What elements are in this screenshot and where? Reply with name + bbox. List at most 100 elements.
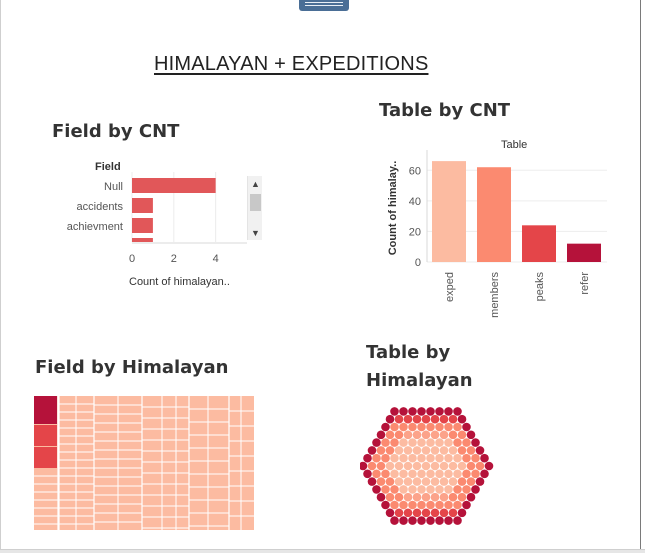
bubble xyxy=(426,407,435,416)
field-by-himalayan-treemap[interactable] xyxy=(34,396,254,530)
x-tick-label: 0 xyxy=(129,253,135,265)
bubble xyxy=(426,516,435,525)
bubble xyxy=(399,485,408,494)
bubble xyxy=(457,446,467,455)
bubble xyxy=(417,516,426,525)
bubble xyxy=(444,438,453,447)
scrollbar-thumb[interactable] xyxy=(250,194,261,211)
bubble xyxy=(394,508,404,518)
bubble xyxy=(403,414,413,424)
field-by-cnt-chart[interactable]: Null accidents achievment 0 2 4 xyxy=(40,172,265,292)
table-by-himalayan-bubbles[interactable] xyxy=(360,398,500,538)
bubble xyxy=(453,438,462,447)
bubble xyxy=(376,492,386,502)
bubble xyxy=(457,461,467,471)
table-by-cnt-chart[interactable]: 0 20 40 60 exped members peaks refer xyxy=(395,150,615,330)
bubble xyxy=(462,469,471,479)
bubble xyxy=(394,477,404,486)
bubble xyxy=(430,414,440,424)
scroll-up-icon[interactable]: ▲ xyxy=(251,179,260,189)
bubble xyxy=(435,516,444,525)
bubble xyxy=(471,453,480,463)
bubble xyxy=(462,438,471,447)
bubble xyxy=(448,477,458,486)
bubble xyxy=(360,461,368,471)
panel-drag-handle[interactable] xyxy=(299,0,349,11)
bubble xyxy=(444,500,453,510)
bubble xyxy=(390,469,399,479)
bubble xyxy=(399,500,408,510)
bubble xyxy=(367,446,377,455)
field-list-scrollbar[interactable]: ▲ ▼ xyxy=(247,176,262,240)
bubble xyxy=(412,508,422,518)
scroll-down-icon[interactable]: ▼ xyxy=(251,228,260,238)
bubble xyxy=(444,453,453,463)
bubble xyxy=(457,477,467,486)
bubble xyxy=(444,407,453,416)
category-label: exped xyxy=(444,272,456,302)
bubble xyxy=(444,485,453,494)
bubble xyxy=(381,485,390,494)
bubble xyxy=(385,492,395,502)
bubble xyxy=(399,469,408,479)
bubble xyxy=(403,508,413,518)
bubble xyxy=(376,446,386,455)
dashboard-title: HIMALAYAN + EXPEDITIONS xyxy=(154,53,429,75)
bar-refer xyxy=(567,243,601,262)
bubble xyxy=(394,430,404,440)
bubble xyxy=(376,477,386,486)
field-row-header: Field xyxy=(95,161,121,173)
bubble xyxy=(399,422,408,432)
bubble xyxy=(403,446,413,455)
bubble xyxy=(408,438,417,447)
bubble xyxy=(385,414,395,424)
bubble xyxy=(453,422,462,432)
bubble xyxy=(399,438,408,447)
bubble xyxy=(376,430,386,440)
bubble xyxy=(475,446,485,455)
y-tick-label: 40 xyxy=(409,196,421,208)
bubble xyxy=(448,492,458,502)
category-label: refer xyxy=(579,272,591,295)
bubble xyxy=(408,516,417,525)
bubble xyxy=(417,438,426,447)
bar-members xyxy=(477,167,511,262)
bubble xyxy=(394,461,404,471)
bubble xyxy=(363,469,372,479)
bubble xyxy=(430,492,440,502)
bubble xyxy=(457,430,467,440)
bubble xyxy=(448,461,458,471)
bubble xyxy=(394,492,404,502)
bubble xyxy=(390,500,399,510)
bubble xyxy=(426,438,435,447)
bubble xyxy=(381,453,390,463)
bubble xyxy=(376,461,386,471)
bubble xyxy=(385,430,395,440)
bubble xyxy=(426,469,435,479)
frame-right-border xyxy=(640,0,641,553)
bubble xyxy=(448,446,458,455)
bubble xyxy=(444,422,453,432)
x-tick-label: 2 xyxy=(171,253,177,265)
bubble xyxy=(399,453,408,463)
bubble xyxy=(457,492,467,502)
bubble xyxy=(412,492,422,502)
bubble xyxy=(435,422,444,432)
y-tick-label: 60 xyxy=(409,165,421,177)
bubble xyxy=(435,453,444,463)
bubble xyxy=(457,414,467,424)
bubble xyxy=(408,422,417,432)
bubble xyxy=(403,492,413,502)
x-tick-label: 4 xyxy=(213,253,219,265)
bubble xyxy=(367,461,377,471)
treemap-cell xyxy=(34,447,57,468)
bubble xyxy=(466,492,476,502)
sheet-title-table-by-cnt: Table by CNT xyxy=(379,100,511,121)
bubble xyxy=(421,508,431,518)
bubble xyxy=(412,461,422,471)
sheet-title-field-by-cnt: Field by CNT xyxy=(52,121,180,142)
bubble xyxy=(453,485,462,494)
bubble xyxy=(435,469,444,479)
bubble xyxy=(439,461,449,471)
bubble xyxy=(381,500,390,510)
